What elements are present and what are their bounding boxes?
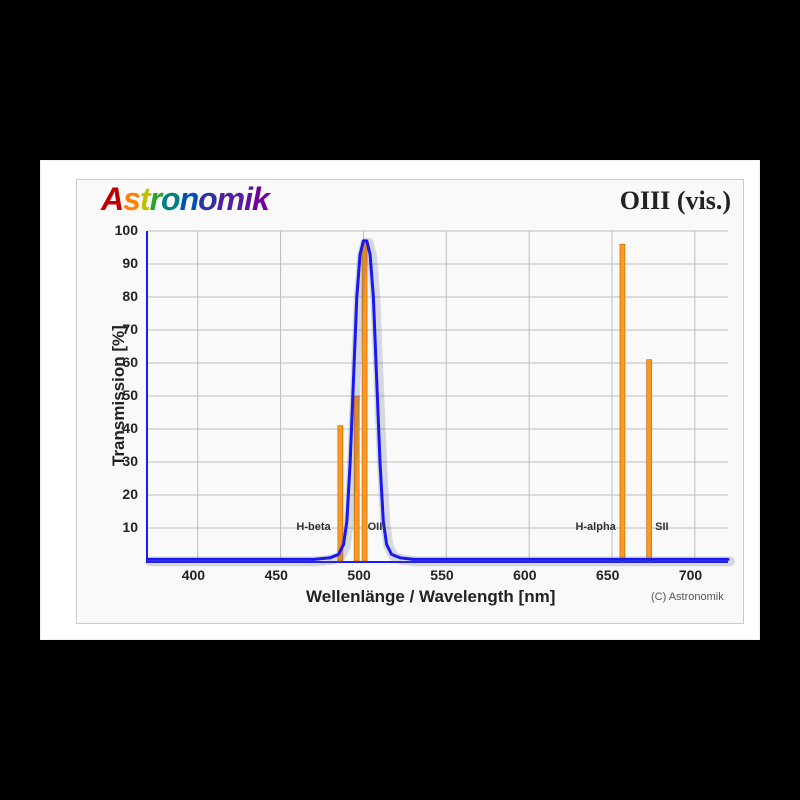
- chart-card: Astronomik OIII (vis.) Transmission [%] …: [40, 160, 760, 640]
- emission-line-label: SII: [655, 521, 668, 533]
- x-tick-label: 400: [182, 567, 205, 583]
- x-tick-label: 600: [513, 567, 536, 583]
- y-tick-label: 90: [122, 255, 138, 271]
- x-tick-label: 700: [679, 567, 702, 583]
- copyright-text: (C) Astronomik: [651, 591, 724, 603]
- y-tick-label: 60: [122, 354, 138, 370]
- chart-title: OIII (vis.): [620, 186, 731, 216]
- y-tick-label: 70: [122, 321, 138, 337]
- brand-logo: Astronomik: [101, 181, 269, 218]
- y-tick-label: 20: [122, 486, 138, 502]
- x-axis-label: Wellenlänge / Wavelength [nm]: [306, 587, 555, 607]
- y-tick-label: 50: [122, 387, 138, 403]
- emission-line-label: H-beta: [296, 521, 330, 533]
- y-tick-label: 30: [122, 453, 138, 469]
- x-tick-label: 500: [347, 567, 370, 583]
- plot-svg: [148, 231, 728, 561]
- y-tick-label: 10: [122, 519, 138, 535]
- x-tick-label: 650: [596, 567, 619, 583]
- x-tick-label: 550: [430, 567, 453, 583]
- y-tick-label: 80: [122, 288, 138, 304]
- emission-line-label: OIII: [368, 521, 386, 533]
- x-tick-label: 450: [265, 567, 288, 583]
- y-tick-label: 40: [122, 420, 138, 436]
- plot-area: [146, 231, 728, 563]
- y-tick-label: 100: [115, 222, 138, 238]
- emission-line-label: H-alpha: [575, 521, 615, 533]
